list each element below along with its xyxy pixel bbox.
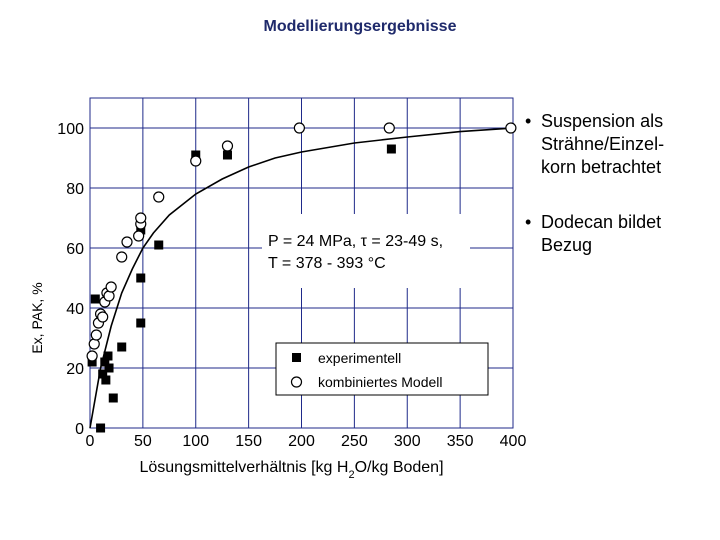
x-tick-label: 50: [134, 433, 152, 450]
point-modell: [221, 140, 234, 152]
point-experimentell: [386, 144, 396, 154]
point-experimentell: [222, 150, 232, 160]
point-experimentell: [96, 423, 106, 433]
x-tick-label: 100: [182, 433, 209, 450]
x-axis-label: Lösungsmittelverhältnis [kg H2O/kg Boden…: [139, 459, 443, 481]
conditions-line-2: T = 378 - 393 °C: [268, 255, 386, 272]
bullet-dot: •: [525, 212, 532, 232]
legend-label-experimentell: experimentell: [318, 350, 401, 366]
point-experimentell: [98, 369, 108, 379]
y-axis-label: Ex, PAK, %: [29, 282, 45, 353]
y-tick-label: 40: [66, 301, 84, 318]
y-tick-label: 80: [66, 181, 84, 198]
legend-label-modell: kombiniertes Modell: [318, 374, 443, 390]
y-tick-label: 20: [66, 361, 84, 378]
axes-labels: 0 50 100 150 200 250 300 350 400 0 20 40 60 80 100 Lösu…: [29, 121, 526, 481]
point-modell: [505, 122, 517, 134]
point-modell: [293, 122, 305, 134]
point-modell: [116, 251, 128, 263]
x-tick-label: 400: [500, 433, 527, 450]
point-experimentell: [191, 150, 201, 160]
point-modell: [86, 350, 98, 362]
bullet-list: • Suspension als Strähne/Einzel- korn be…: [525, 110, 715, 289]
y-tick-label: 60: [66, 241, 84, 258]
x-tick-label: 350: [447, 433, 474, 450]
point-modell: [383, 122, 395, 134]
point-modell: [121, 236, 133, 248]
point-modell: [135, 212, 147, 224]
point-modell: [105, 281, 117, 293]
point-modell: [97, 311, 109, 323]
point-modell: [88, 338, 100, 350]
bullet-text-1: Suspension als Strähne/Einzel- korn betr…: [541, 111, 665, 177]
point-experimentell: [136, 225, 146, 235]
point-experimentell: [154, 240, 164, 250]
point-experimentell: [87, 357, 97, 367]
point-modell: [90, 329, 102, 341]
point-experimentell: [101, 375, 111, 385]
point-experimentell: [136, 318, 146, 328]
x-tick-label: 150: [235, 433, 262, 450]
bullet-item-2: • Dodecan bildet Bezug: [525, 211, 715, 257]
point-experimentell: [100, 357, 110, 367]
point-modell: [190, 155, 202, 167]
legend-marker-experimentell: [292, 353, 301, 362]
legend-marker-modell: [290, 376, 303, 388]
point-experimentell: [108, 393, 118, 403]
point-experimentell: [117, 342, 127, 352]
point-modell: [153, 191, 165, 203]
x-tick-label: 300: [394, 433, 421, 450]
model-curve-layer: [89, 127, 514, 429]
point-modell: [133, 230, 145, 242]
y-tick-label: 0: [75, 421, 84, 438]
bullet-item-1: • Suspension als Strähne/Einzel- korn be…: [525, 110, 715, 179]
bullet-text-2: Dodecan bildet Bezug: [541, 212, 662, 255]
y-tick-label: 100: [57, 121, 84, 138]
x-tick-label: 0: [86, 433, 95, 450]
point-experimentell: [90, 294, 100, 304]
x-tick-label: 250: [341, 433, 368, 450]
x-tick-label: 200: [288, 433, 315, 450]
data-points-layer: [86, 122, 517, 433]
point-modell: [103, 290, 115, 302]
legend-box: [275, 342, 489, 396]
point-experimentell: [136, 273, 146, 283]
point-experimentell: [103, 351, 113, 361]
conditions-box: [262, 214, 470, 288]
conditions-line-1: P = 24 MPa, τ = 23-49 s,: [268, 233, 443, 250]
model-curve: [89, 127, 514, 429]
bullet-dot: •: [525, 111, 532, 131]
point-experimentell: [104, 363, 114, 373]
slide-title: Modellierungsergebnisse: [263, 18, 457, 35]
